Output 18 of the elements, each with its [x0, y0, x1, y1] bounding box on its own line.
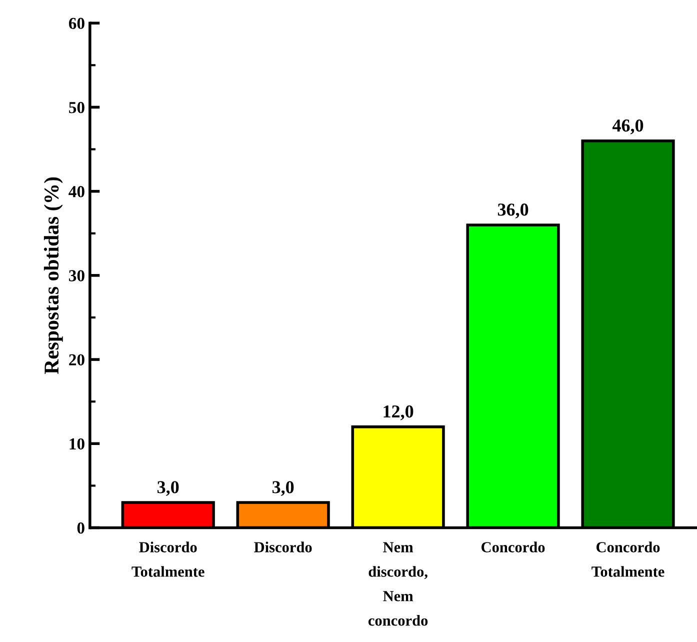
data-label: 36,0: [498, 204, 528, 218]
data-label: 3,0: [157, 481, 179, 496]
y-tick-label: 20: [69, 354, 84, 366]
y-axis-title: Respostas obtidas (%): [44, 177, 63, 374]
y-tick-label: 60: [68, 18, 84, 30]
y-tick-label: 50: [69, 102, 84, 114]
y-tick-label: 0: [77, 522, 84, 534]
x-tick-label: Nem discordo, Nem concordo: [368, 542, 428, 626]
data-label: 3,0: [272, 481, 294, 496]
data-label: 46,0: [612, 119, 644, 134]
x-tick-label: Discordo Totalmente: [132, 542, 204, 577]
x-tick-label: Concordo: [482, 542, 545, 552]
y-tick-label: 40: [68, 186, 84, 198]
y-tick-label: 10: [70, 438, 84, 450]
x-tick-label: Concordo Totalmente: [592, 542, 664, 577]
x-tick-label: Discordo: [254, 542, 312, 552]
data-label: 12,0: [384, 405, 414, 420]
y-tick-label: 30: [69, 270, 84, 282]
